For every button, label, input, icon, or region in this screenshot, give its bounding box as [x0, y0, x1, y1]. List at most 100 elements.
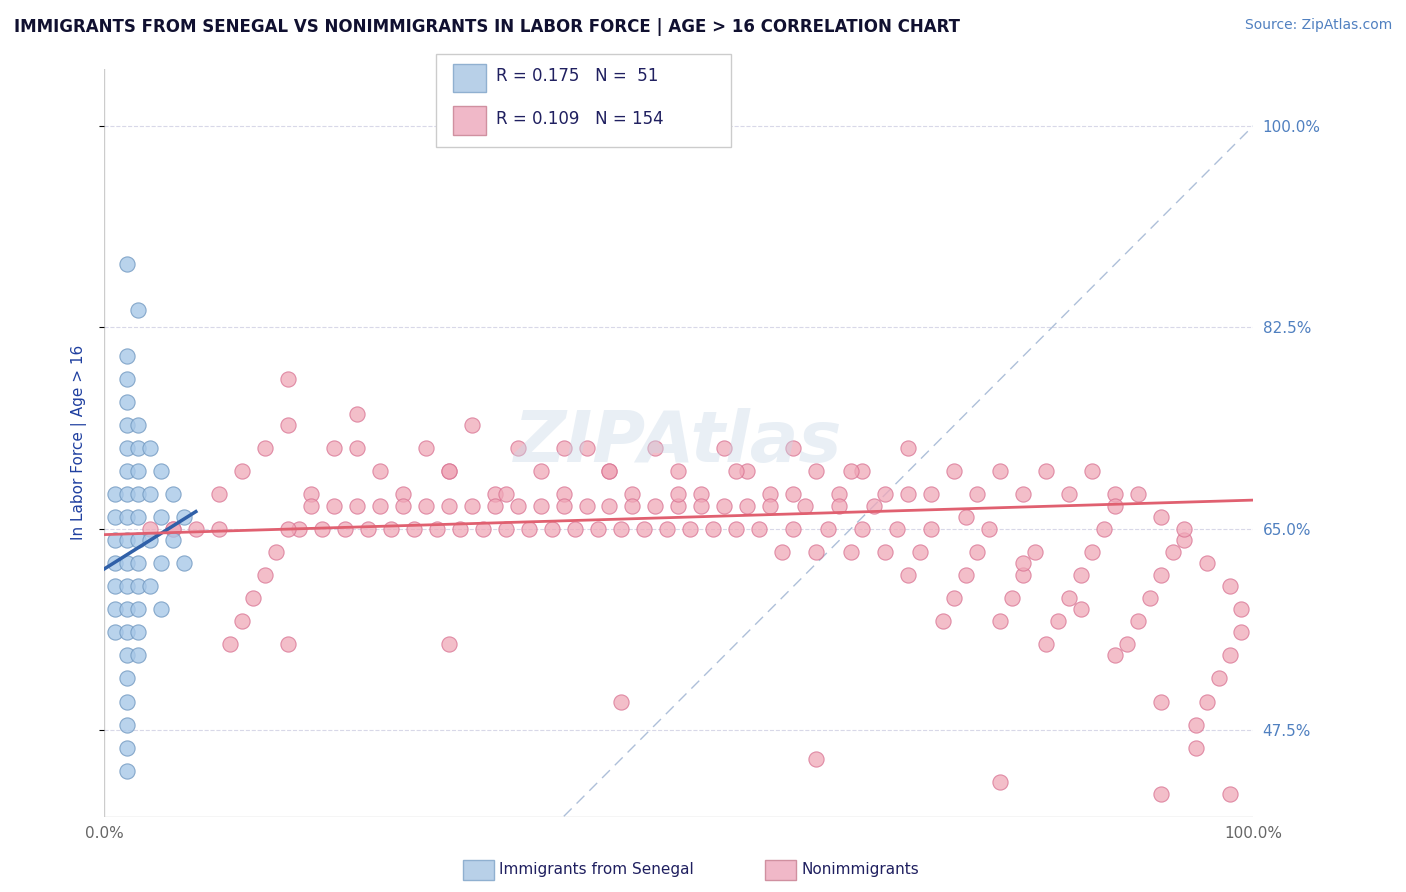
Point [988, 775, 1011, 789]
Point [104, 557, 127, 571]
Point [598, 499, 620, 513]
Point [1104, 487, 1126, 501]
Point [1150, 694, 1173, 708]
Point [1219, 648, 1241, 663]
Point [437, 637, 460, 651]
Point [346, 442, 368, 456]
Point [115, 510, 138, 524]
Point [610, 694, 633, 708]
Point [1001, 591, 1024, 605]
Point [793, 499, 815, 513]
Point [115, 464, 138, 478]
Point [150, 557, 173, 571]
Point [162, 533, 184, 548]
Point [104, 602, 127, 616]
Point [955, 510, 977, 524]
Point [1173, 522, 1195, 536]
Point [966, 487, 988, 501]
Point [1057, 487, 1080, 501]
Point [1139, 591, 1161, 605]
Point [724, 464, 747, 478]
Point [690, 499, 713, 513]
Point [1070, 602, 1092, 616]
Point [231, 614, 253, 628]
Point [162, 522, 184, 536]
Point [415, 499, 437, 513]
Point [150, 602, 173, 616]
Point [1219, 579, 1241, 593]
Point [346, 407, 368, 421]
Point [127, 303, 149, 318]
Point [127, 418, 149, 433]
Point [460, 499, 482, 513]
Point [277, 418, 299, 433]
Point [828, 499, 851, 513]
Point [759, 499, 782, 513]
Point [759, 487, 782, 501]
Point [472, 522, 495, 536]
Point [139, 487, 162, 501]
Point [115, 442, 138, 456]
Point [1104, 648, 1126, 663]
Point [621, 487, 644, 501]
Point [368, 464, 391, 478]
Point [1195, 694, 1218, 708]
Point [851, 464, 873, 478]
Point [127, 487, 149, 501]
Point [737, 464, 759, 478]
Point [104, 533, 127, 548]
Point [955, 568, 977, 582]
Point [437, 464, 460, 478]
Point [322, 442, 344, 456]
Point [897, 487, 920, 501]
Point [1070, 568, 1092, 582]
Point [115, 764, 138, 778]
Point [529, 499, 551, 513]
Point [644, 442, 666, 456]
Point [1115, 637, 1137, 651]
Point [139, 522, 162, 536]
Text: ZIPAtlas: ZIPAtlas [515, 408, 842, 477]
Point [679, 522, 702, 536]
Point [668, 499, 690, 513]
Point [127, 464, 149, 478]
Point [127, 510, 149, 524]
Point [586, 522, 609, 536]
Point [115, 257, 138, 271]
Point [1184, 717, 1206, 731]
Point [1012, 557, 1035, 571]
Point [806, 464, 828, 478]
Point [404, 522, 426, 536]
Point [553, 487, 575, 501]
Point [897, 442, 920, 456]
Point [1230, 602, 1253, 616]
Point [115, 648, 138, 663]
Point [553, 442, 575, 456]
Point [127, 442, 149, 456]
Point [277, 637, 299, 651]
Point [115, 372, 138, 386]
Point [1046, 614, 1069, 628]
Point [806, 545, 828, 559]
Point [1081, 545, 1104, 559]
Point [1092, 522, 1115, 536]
Point [127, 579, 149, 593]
Point [311, 522, 333, 536]
Point [1104, 499, 1126, 513]
Point [988, 464, 1011, 478]
Point [173, 510, 195, 524]
Point [920, 487, 942, 501]
Point [644, 499, 666, 513]
Point [115, 349, 138, 363]
Point [1230, 625, 1253, 640]
Point [346, 499, 368, 513]
Point [806, 752, 828, 766]
Point [610, 522, 633, 536]
Point [1012, 487, 1035, 501]
Point [115, 533, 138, 548]
Text: R = 0.109   N = 154: R = 0.109 N = 154 [496, 110, 664, 128]
Point [264, 545, 287, 559]
Point [737, 499, 759, 513]
Point [977, 522, 1000, 536]
Point [391, 487, 413, 501]
